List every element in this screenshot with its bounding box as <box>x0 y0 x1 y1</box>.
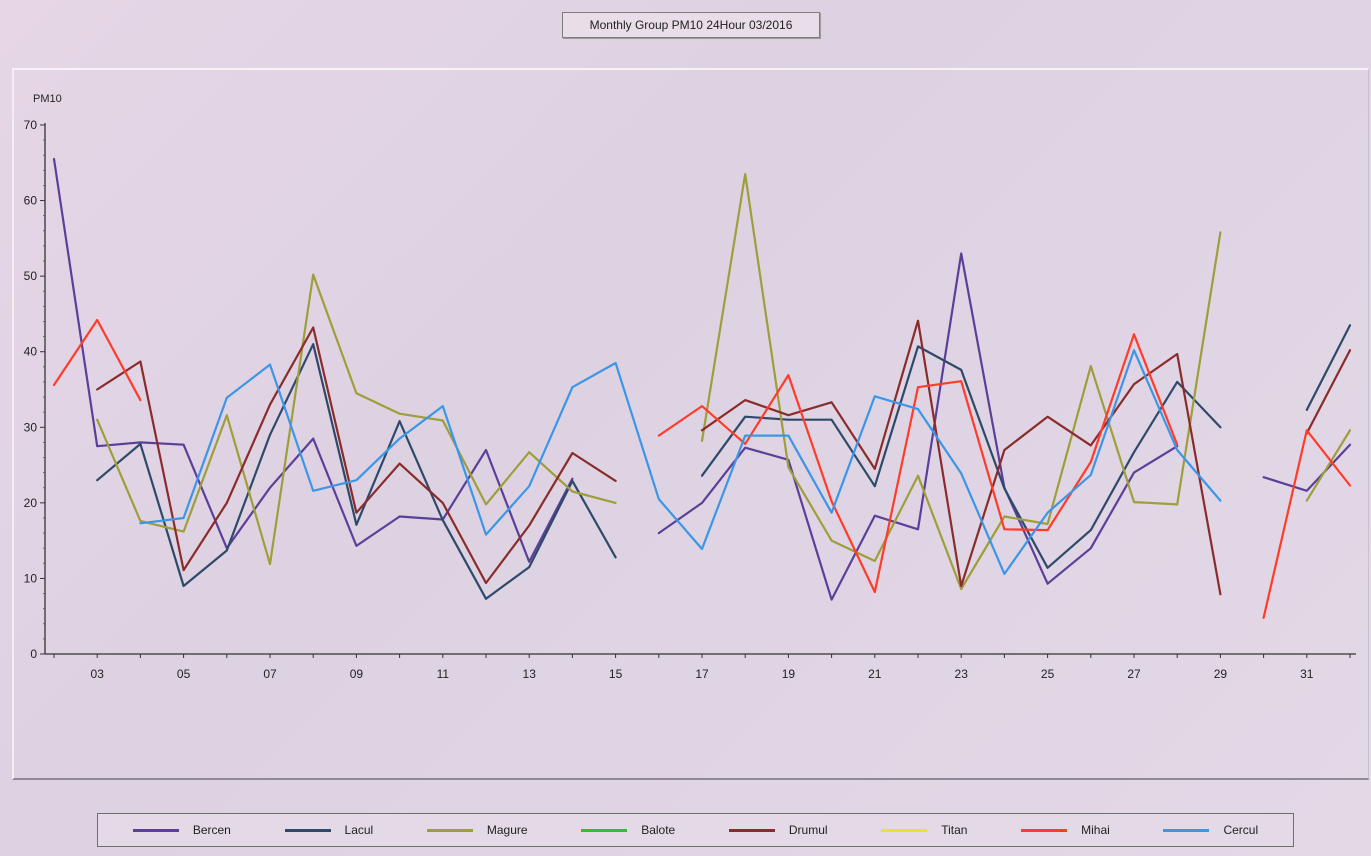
x-tick-label: 25 <box>1041 667 1055 681</box>
y-tick-label: 30 <box>24 420 38 434</box>
y-tick-label: 20 <box>24 496 38 510</box>
y-tick-label: 50 <box>24 269 38 283</box>
legend-label: Bercen <box>192 823 231 837</box>
x-tick-label: 27 <box>1127 667 1141 681</box>
legend-item-drumul: Drumul <box>728 823 828 837</box>
legend-swatch <box>728 828 775 832</box>
legend-label: Lacul <box>344 823 374 837</box>
x-tick-label: 05 <box>177 667 191 681</box>
y-tick-label: 60 <box>24 194 38 208</box>
legend-item-lacul: Lacul <box>284 823 374 837</box>
legend-label: Magure <box>486 823 528 837</box>
x-tick-label: 03 <box>91 667 105 681</box>
series-line-magure <box>1305 429 1352 502</box>
series-lacul <box>96 324 1352 600</box>
series-line-bercen <box>657 252 1179 601</box>
x-tick-label: 19 <box>782 667 796 681</box>
x-tick-label: 29 <box>1214 667 1228 681</box>
legend-label: Cercul <box>1223 823 1259 837</box>
legend-item-cercul: Cercul <box>1163 823 1258 837</box>
series-mihai <box>52 318 1352 619</box>
x-tick-label: 13 <box>523 667 537 681</box>
x-tick-label: 07 <box>263 667 277 681</box>
series-line-mihai <box>657 333 1179 594</box>
series-cercul <box>139 349 1222 576</box>
legend-item-balote: Balote <box>581 823 675 837</box>
legend-swatch <box>581 828 628 832</box>
x-tick-label: 09 <box>350 667 364 681</box>
series-line-drumul <box>1305 349 1352 435</box>
series-line-mihai <box>52 318 142 402</box>
legend-label: Titan <box>941 823 968 837</box>
legend-swatch <box>132 828 179 832</box>
legend-item-bercen: Bercen <box>132 823 231 837</box>
series-line-magure <box>96 273 617 566</box>
legend-swatch <box>881 828 928 832</box>
series-line-bercen <box>1262 443 1352 492</box>
series-line-lacul <box>96 343 617 600</box>
legend-label: Mihai <box>1081 823 1110 837</box>
series-drumul <box>96 319 1352 596</box>
y-tick-label: 40 <box>24 345 38 359</box>
series-line-lacul <box>1305 324 1352 411</box>
y-axis-label: PM10 <box>33 93 62 105</box>
x-tick-label: 17 <box>695 667 709 681</box>
chart-title: Monthly Group PM10 24Hour 03/2016 <box>562 12 820 38</box>
chart-panel <box>12 68 1369 780</box>
legend-label: Balote <box>641 823 676 837</box>
y-tick-label: 70 <box>24 118 38 132</box>
line-chart: PM10 0 10 20 30 40 50 60 70 03 05 07 09 11 13 15 17 19 21… <box>24 93 1356 681</box>
x-tick-label: 23 <box>955 667 969 681</box>
series-line-mihai <box>1262 429 1352 619</box>
legend-swatch <box>1163 828 1210 832</box>
y-tick-label: 10 <box>24 571 38 585</box>
legend-label: Drumul <box>788 823 828 837</box>
series-layer <box>52 157 1352 619</box>
x-tick-label: 11 <box>437 667 450 681</box>
legend-swatch <box>284 828 331 832</box>
series-magure <box>96 173 1352 591</box>
series-line-magure <box>700 173 1222 591</box>
legend: Bercen Lacul Magure Balote Drumul Titan Mihai C… <box>97 813 1294 847</box>
legend-item-magure: Magure <box>426 823 528 837</box>
x-tick-label: 31 <box>1300 667 1314 681</box>
series-bercen <box>52 157 1352 601</box>
series-line-bercen <box>52 157 574 563</box>
legend-swatch <box>426 828 473 832</box>
x-tick-label: 15 <box>609 667 623 681</box>
y-tick-label: 0 <box>30 647 37 661</box>
series-line-cercul <box>139 349 1222 576</box>
series-line-lacul <box>700 345 1222 569</box>
axes: 0 10 20 30 40 50 60 70 03 05 07 09 11 13 15 17 19 21 23 25 2… <box>24 118 1356 681</box>
series-line-drumul <box>700 319 1222 596</box>
legend-item-mihai: Mihai <box>1021 823 1110 837</box>
legend-swatch <box>1021 828 1068 832</box>
series-line-drumul <box>96 326 617 585</box>
x-tick-label: 21 <box>868 667 882 681</box>
legend-item-titan: Titan <box>881 823 967 837</box>
